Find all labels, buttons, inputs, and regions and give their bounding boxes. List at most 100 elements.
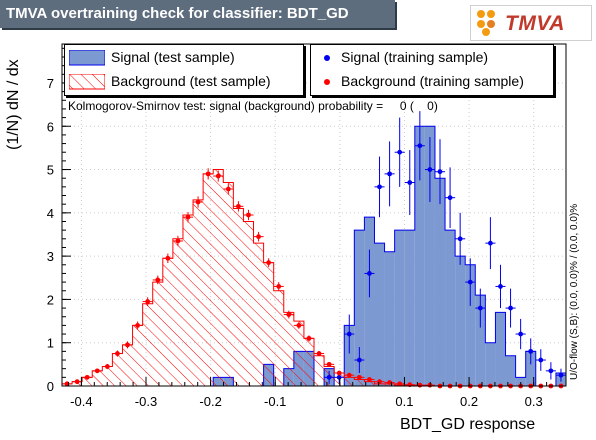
legend-marker-background-train (324, 79, 330, 85)
background-train-point (367, 377, 372, 382)
background-train-point (256, 234, 261, 240)
background-test-hist-bin (273, 290, 284, 386)
x-tick-label: 0 (336, 394, 343, 409)
background-test-hist-bin (152, 282, 163, 386)
signal-train-point (367, 271, 372, 276)
background-train-point (225, 186, 231, 192)
signal-test-hist-bin (505, 355, 516, 386)
signal-train-point (538, 357, 544, 363)
background-train-point (236, 203, 241, 209)
background-train-point (135, 322, 141, 328)
background-test-hist-bin (213, 169, 224, 386)
legend-label-signal-test: Signal (test sample) (111, 49, 235, 65)
signal-train-point (447, 195, 453, 201)
signal-train-point (326, 374, 332, 380)
signal-test-hist-bin (515, 377, 526, 386)
signal-train-point (528, 348, 534, 354)
y-tick-label: 1 (47, 336, 54, 351)
legend-marker-signal-train (324, 55, 330, 61)
signal-test-hist-bin (374, 243, 385, 386)
background-test-hist-bin (193, 199, 204, 386)
x-tick-label: 0.2 (460, 394, 478, 409)
signal-train-point (336, 374, 342, 380)
background-train-point (336, 370, 342, 376)
background-train-point (296, 322, 302, 328)
plot-title: TMVA overtraining check for classifier: … (6, 5, 349, 22)
background-train-point (94, 368, 100, 374)
background-test-hist-bin (172, 238, 183, 386)
ks-test-text: Kolmogorov-Smirnov test: signal (backgro… (68, 99, 438, 113)
x-tick-label: -0.1 (264, 394, 286, 409)
y-tick-label: 3 (47, 249, 54, 264)
background-train-point (316, 351, 322, 356)
background-train-point (155, 277, 161, 283)
y-tick-label: 0 (47, 379, 54, 394)
legend-label-signal-train: Signal (training sample) (341, 49, 489, 65)
signal-train-point (548, 368, 554, 374)
overflow-text: U/O-flow (S,B): (0.0, 0.0)% / (0.0, 0.0)… (569, 203, 580, 380)
background-train-point (346, 372, 352, 378)
legend-swatch-background-test (69, 74, 105, 90)
x-tick-label: -0.3 (135, 394, 157, 409)
background-train-point (306, 335, 312, 341)
x-tick-label: 0.1 (395, 394, 413, 409)
signal-train-point (467, 279, 473, 285)
background-train-point (397, 381, 403, 387)
background-test-hist-bin (142, 303, 153, 386)
background-test-hist-bin (293, 321, 304, 386)
signal-test-hist-bin (445, 230, 456, 386)
background-test-hist-bin (263, 262, 274, 386)
signal-train-point (387, 171, 392, 177)
signal-train-point (508, 305, 513, 311)
signal-train-point (488, 240, 493, 246)
y-tick-label: 7 (47, 76, 54, 91)
x-axis-label: BDT_GD response (400, 416, 536, 433)
tmva-logo: TMVA (470, 5, 592, 41)
signal-test-hist-bin (495, 312, 506, 386)
x-tick-label: 0.3 (525, 394, 543, 409)
y-tick-label: 2 (47, 292, 54, 307)
background-test-hist-bin (82, 377, 93, 386)
signal-test-hist-bin (455, 256, 466, 386)
signal-train-point (427, 167, 433, 172)
signal-train-point (477, 305, 483, 311)
signal-test-hist-bin (344, 325, 355, 386)
background-train-point (145, 299, 151, 304)
background-test-hist-bin (354, 379, 365, 386)
background-train-point (84, 374, 90, 380)
background-test-hist-bin (283, 312, 294, 386)
background-train-point (387, 380, 392, 385)
background-test-hist-bin (92, 370, 103, 386)
signal-train-point (518, 331, 524, 337)
y-axis-label: (1/N) dN / dx (5, 59, 22, 150)
background-test-hist-bin (122, 344, 133, 386)
background-test-hist-bin (112, 353, 123, 386)
background-train-point (246, 212, 251, 218)
signal-test-hist-bin (394, 230, 405, 386)
signal-test-hist-bin (354, 230, 365, 386)
background-test-hist-bin (182, 215, 194, 386)
background-train-point (125, 342, 130, 348)
background-train-point (104, 364, 110, 369)
signal-train-point (457, 236, 463, 242)
background-test-hist-bin (364, 381, 375, 386)
signal-train-point (558, 372, 564, 378)
x-tick-label: -0.2 (199, 394, 221, 409)
background-train-point (205, 171, 211, 177)
signal-train-point (356, 357, 362, 363)
signal-test-hist-bin (475, 295, 486, 386)
legend-label-background-train: Background (training sample) (341, 73, 524, 89)
background-test-hist-bin (223, 182, 234, 386)
background-test-hist-bin (344, 377, 355, 386)
signal-test-hist-bin (404, 230, 415, 386)
background-train-point (286, 312, 292, 317)
legend-test: Signal (test sample) Background (test sa… (64, 44, 304, 96)
background-train-point (266, 260, 272, 266)
background-test-hist-bin (102, 366, 113, 386)
signal-test-hist-bin (465, 264, 476, 386)
signal-train-point (377, 184, 382, 190)
x-tick-label: -0.4 (70, 394, 92, 409)
signal-train-point (417, 143, 423, 149)
y-tick-label: 4 (47, 206, 54, 221)
legend-label-background-test: Background (test sample) (111, 73, 271, 89)
